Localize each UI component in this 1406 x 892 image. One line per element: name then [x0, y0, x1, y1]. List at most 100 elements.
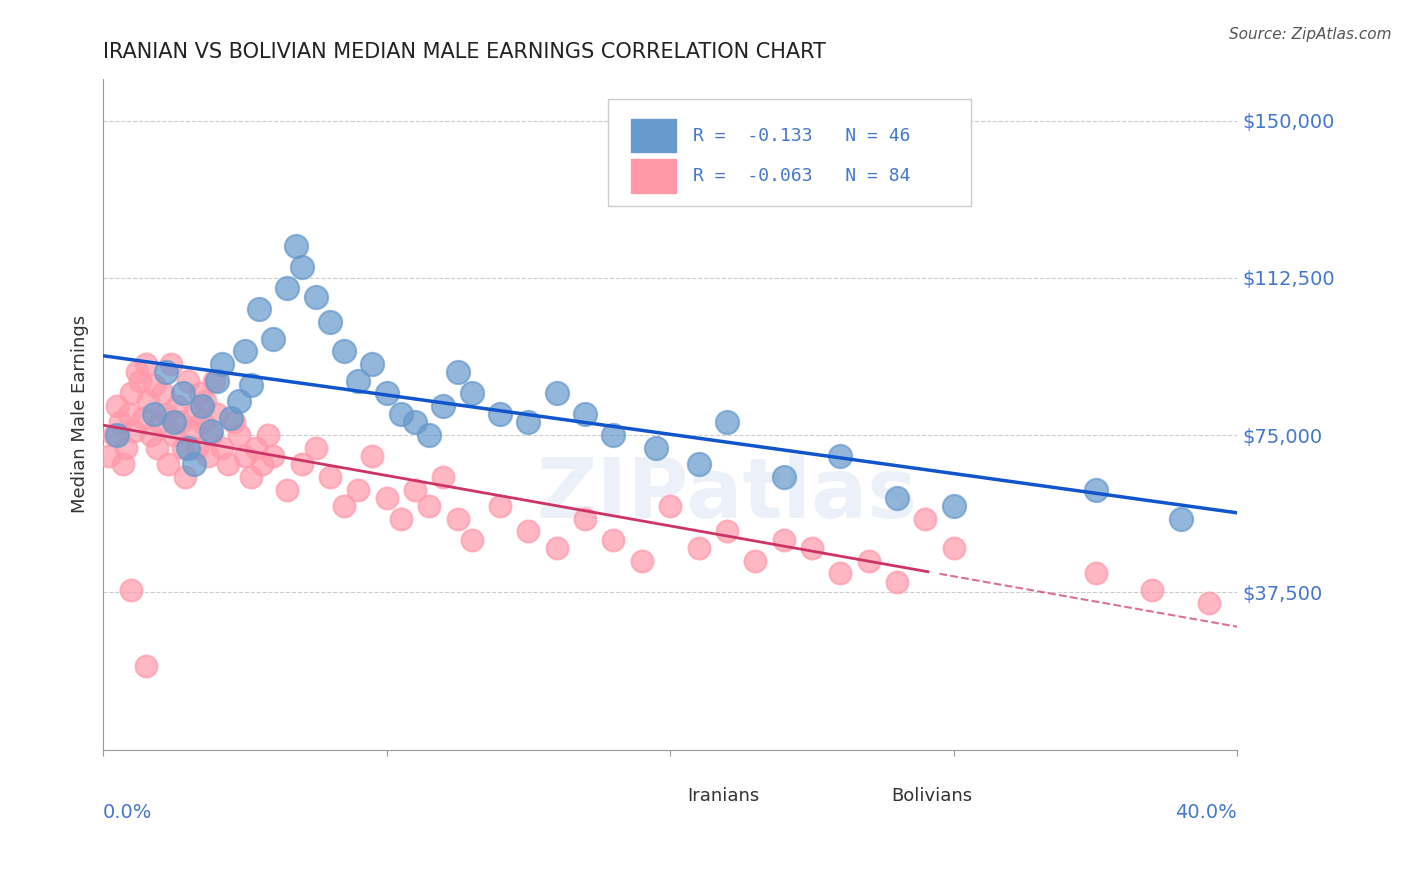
Point: [155, 407, 177, 421]
Point: [103, 428, 125, 442]
Point: [152, 386, 174, 401]
Point: [716, 524, 738, 539]
Point: [744, 554, 766, 568]
Point: [111, 458, 134, 472]
Point: [143, 377, 166, 392]
Point: [333, 500, 356, 514]
Point: [149, 416, 172, 430]
Point: [333, 344, 356, 359]
Bar: [630, 119, 676, 153]
Point: [574, 512, 596, 526]
Point: [772, 470, 794, 484]
Point: [194, 394, 217, 409]
Point: [446, 512, 468, 526]
Point: [146, 441, 169, 455]
Point: [461, 386, 484, 401]
Point: [489, 407, 512, 421]
Point: [276, 483, 298, 497]
Point: [163, 428, 186, 442]
Point: [177, 441, 200, 455]
Point: [186, 441, 208, 455]
Point: [141, 428, 163, 442]
Point: [138, 394, 160, 409]
Point: [801, 541, 824, 556]
Text: Iranians: Iranians: [688, 788, 759, 805]
Point: [200, 424, 222, 438]
Point: [105, 428, 128, 442]
Point: [228, 394, 250, 409]
Point: [886, 491, 908, 505]
Point: [169, 416, 191, 430]
Point: [97, 449, 120, 463]
Point: [489, 500, 512, 514]
Text: 40.0%: 40.0%: [1175, 803, 1237, 822]
Text: Source: ZipAtlas.com: Source: ZipAtlas.com: [1229, 27, 1392, 42]
Point: [191, 399, 214, 413]
Text: R =  -0.133   N = 46: R = -0.133 N = 46: [693, 127, 910, 145]
Point: [347, 483, 370, 497]
Point: [135, 658, 157, 673]
Point: [239, 377, 262, 392]
Point: [239, 470, 262, 484]
Point: [1140, 583, 1163, 598]
Point: [132, 411, 155, 425]
Point: [183, 458, 205, 472]
Point: [105, 399, 128, 413]
Point: [262, 332, 284, 346]
Point: [546, 386, 568, 401]
Point: [250, 458, 273, 472]
Point: [291, 260, 314, 275]
Point: [375, 386, 398, 401]
Point: [155, 365, 177, 379]
Point: [197, 449, 219, 463]
Point: [163, 416, 186, 430]
Bar: [841, 783, 880, 810]
Point: [602, 533, 624, 547]
Point: [135, 357, 157, 371]
Point: [117, 407, 139, 421]
Text: Bolivians: Bolivians: [891, 788, 973, 805]
Point: [446, 365, 468, 379]
Point: [631, 554, 654, 568]
Y-axis label: Median Male Earnings: Median Male Earnings: [72, 315, 89, 513]
Text: ZIPatlas: ZIPatlas: [537, 454, 917, 535]
Point: [688, 541, 710, 556]
Point: [114, 441, 136, 455]
Point: [858, 554, 880, 568]
Point: [172, 386, 194, 401]
Point: [129, 374, 152, 388]
Point: [191, 416, 214, 430]
Point: [200, 428, 222, 442]
Point: [127, 365, 149, 379]
Point: [1198, 596, 1220, 610]
Point: [174, 470, 197, 484]
Point: [1084, 483, 1107, 497]
Point: [121, 386, 143, 401]
Point: [659, 500, 682, 514]
Point: [211, 357, 233, 371]
Point: [942, 541, 965, 556]
Point: [205, 407, 228, 421]
Point: [1170, 512, 1192, 526]
Point: [211, 441, 233, 455]
Point: [830, 449, 852, 463]
Point: [160, 357, 183, 371]
Point: [124, 424, 146, 438]
Point: [418, 500, 440, 514]
Point: [830, 566, 852, 581]
Bar: [636, 783, 676, 810]
Point: [291, 458, 314, 472]
Point: [222, 416, 245, 430]
Point: [183, 407, 205, 421]
Point: [461, 533, 484, 547]
Point: [347, 374, 370, 388]
Point: [121, 583, 143, 598]
FancyBboxPatch shape: [607, 99, 970, 206]
Point: [418, 428, 440, 442]
Point: [772, 533, 794, 547]
Point: [404, 416, 426, 430]
Point: [188, 386, 211, 401]
Point: [205, 374, 228, 388]
Point: [886, 574, 908, 589]
Point: [177, 374, 200, 388]
